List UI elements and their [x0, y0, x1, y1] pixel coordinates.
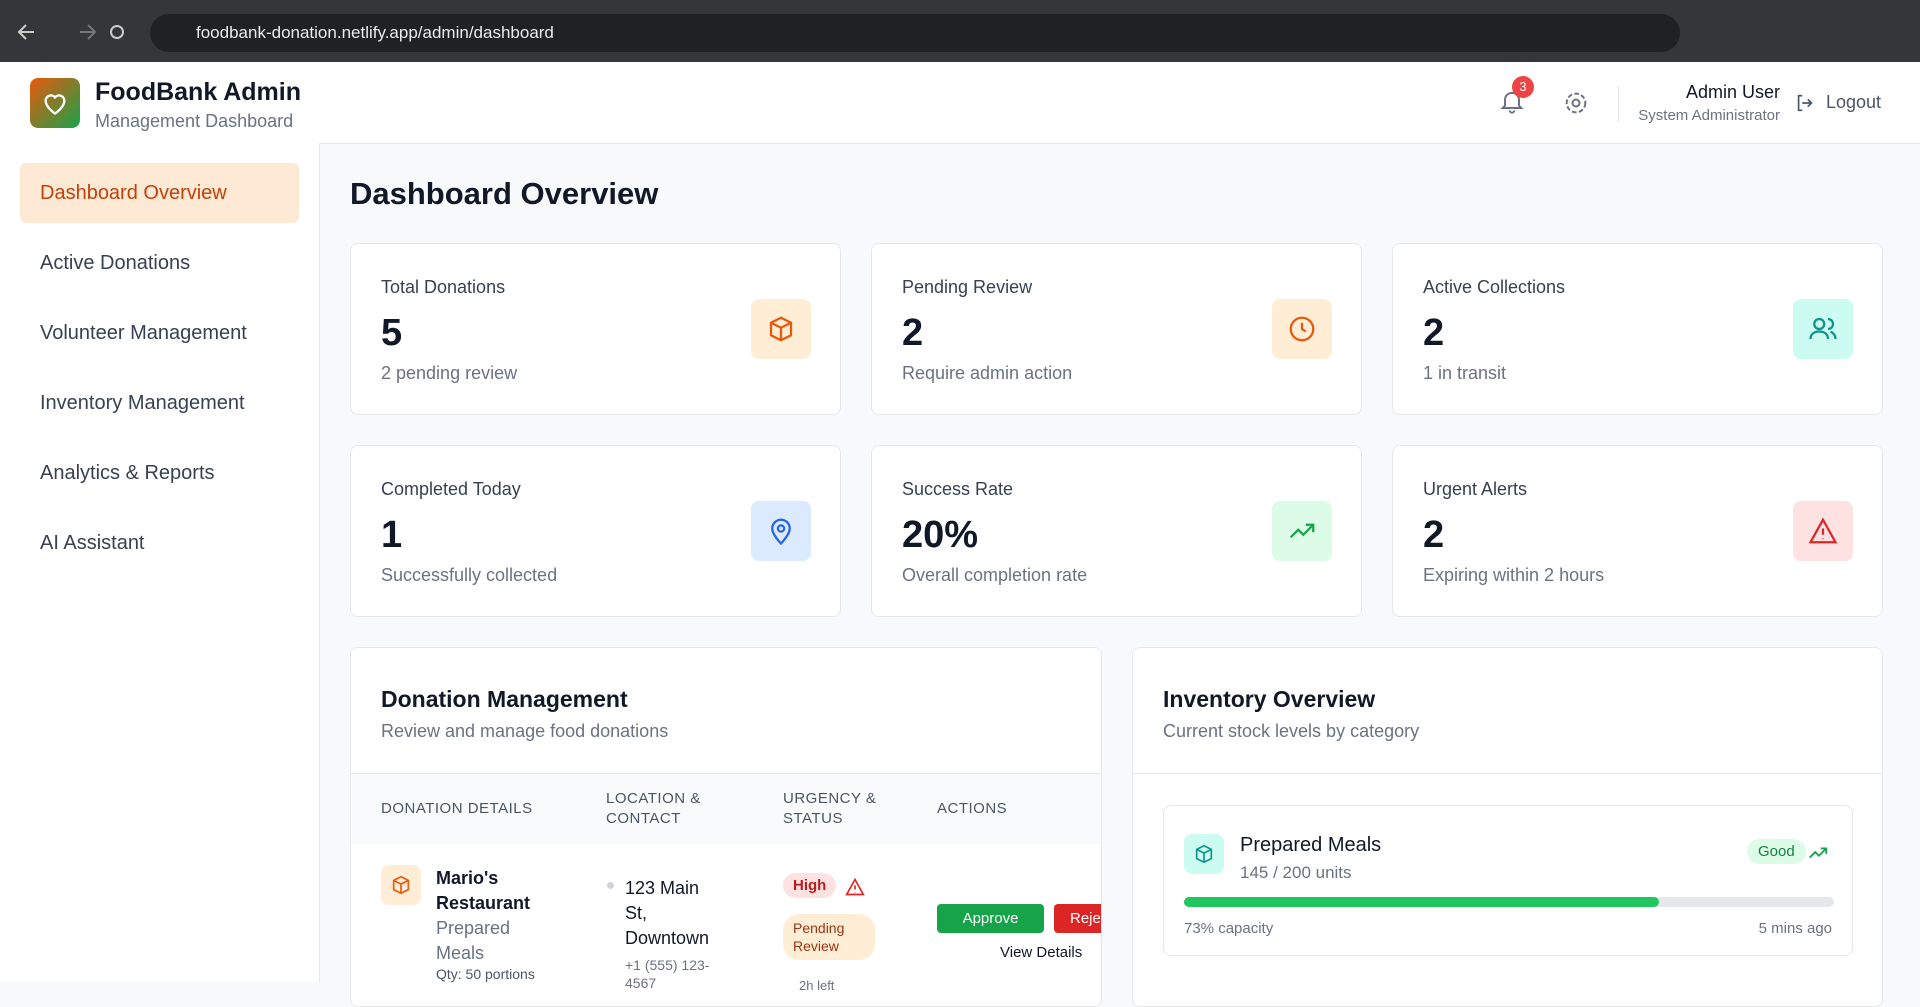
alert-icon: [845, 877, 865, 896]
url-text: foodbank-donation.netlify.app/admin/dash…: [196, 23, 554, 42]
stat-label: Success Rate: [902, 479, 1014, 499]
stat-value: 2: [902, 312, 924, 354]
stat-note: Successfully collected: [381, 565, 558, 585]
stat-icon: [1793, 501, 1853, 561]
urgency-badge: High: [783, 873, 837, 898]
stat-value: 2: [1423, 312, 1445, 354]
notification-badge: 3: [1512, 76, 1534, 98]
stat-label: Urgent Alerts: [1423, 479, 1528, 499]
stat-note: Expiring within 2 hours: [1423, 565, 1605, 585]
nav-item[interactable]: Analytics & Reports: [40, 462, 215, 484]
pin-icon: [607, 882, 614, 889]
stat-value: 2: [1423, 514, 1445, 556]
settings-icon[interactable]: [1562, 89, 1590, 117]
item-units: 145 / 200 units: [1240, 863, 1352, 882]
stat-value: 1: [381, 514, 403, 556]
stat-note: Overall completion rate: [902, 565, 1088, 585]
nav-item[interactable]: AI Assistant: [40, 532, 145, 554]
stat-icon: [751, 299, 811, 359]
divider: [1618, 86, 1619, 122]
food-item: Prepared Meals: [436, 918, 511, 963]
panel-subtitle: Current stock levels by category: [1163, 721, 1420, 741]
panel-title: Inventory Overview: [1163, 686, 1376, 712]
time-left: 2h left: [799, 978, 835, 993]
stat-card: Success Rate 20% Overall completion rate: [871, 445, 1362, 617]
page-title: Dashboard Overview: [350, 176, 659, 211]
logout-button[interactable]: Logout: [1826, 92, 1882, 112]
stat-card: Pending Review 2 Require admin action: [871, 243, 1362, 415]
inventory-panel: Inventory Overview Current stock levels …: [1132, 647, 1883, 1007]
address-bar[interactable]: foodbank-donation.netlify.app/admin/dash…: [150, 14, 1680, 52]
nav-item[interactable]: Dashboard Overview: [20, 163, 299, 223]
stat-value: 5: [381, 312, 403, 354]
updated-time: 5 mins ago: [1758, 920, 1832, 937]
capacity-bar: [1184, 897, 1659, 907]
stat-card: Completed Today 1 Successfully collected: [350, 445, 841, 617]
stat-icon: [1272, 501, 1332, 561]
stat-label: Completed Today: [381, 479, 521, 499]
column-header: Donation Details: [381, 800, 533, 817]
column-header: Urgency & Status: [783, 790, 877, 827]
stat-card: Active Collections 2 1 in transit: [1392, 243, 1883, 415]
panel-subtitle: Review and manage food donations: [381, 721, 669, 741]
app-subtitle: Management Dashboard: [95, 111, 294, 131]
stat-note: 2 pending review: [381, 363, 518, 383]
capacity-label: 73% capacity: [1184, 920, 1274, 937]
stat-label: Total Donations: [381, 277, 506, 297]
stat-note: 1 in transit: [1423, 363, 1507, 383]
stat-label: Pending Review: [902, 277, 1033, 297]
item-name: Prepared Meals: [1240, 834, 1382, 856]
phone: +1 (555) 123-4567: [625, 957, 710, 991]
stat-label: Active Collections: [1423, 277, 1566, 297]
stat-note: Require admin action: [902, 363, 1073, 383]
table-header: Donation Details Location & Contact Urge…: [351, 773, 1101, 844]
nav-item[interactable]: Active Donations: [40, 252, 191, 274]
app-title: FoodBank Admin: [95, 78, 302, 106]
stat-icon: [1272, 299, 1332, 359]
inventory-item: Prepared Meals 145 / 200 units Good 73% …: [1163, 805, 1853, 956]
logo: [30, 78, 80, 128]
stat-card: Total Donations 5 2 pending review: [350, 243, 841, 415]
donation-icon: [381, 865, 421, 905]
nav-buttons: [17, 24, 124, 40]
panel-title: Donation Management: [381, 686, 628, 712]
stat-value: 20%: [902, 514, 979, 556]
divider: [1133, 773, 1882, 774]
nav-item[interactable]: Inventory Management: [40, 392, 245, 414]
browser-bar: foodbank-donation.netlify.app/admin/dash…: [0, 0, 1920, 62]
app-header: FoodBank Admin Management Dashboard 3 Ad…: [0, 62, 1920, 144]
quantity: Qty: 50 portions: [436, 966, 535, 982]
user-name: Admin User: [1685, 82, 1780, 102]
status-badge: Pending Review: [783, 914, 875, 960]
logout-icon: [1797, 94, 1813, 112]
approve-button[interactable]: Approve: [937, 904, 1044, 933]
reject-button[interactable]: Reject: [1054, 904, 1101, 933]
status-badge: Good: [1747, 839, 1806, 864]
stat-icon: [1793, 299, 1853, 359]
nav-item[interactable]: Volunteer Management: [40, 322, 247, 344]
column-header: Actions: [937, 800, 1008, 817]
trend-icon: [1809, 847, 1828, 859]
user-role: System Administrator: [1638, 107, 1780, 124]
column-header: Location & Contact: [606, 790, 701, 827]
address: 123 Main St, Downtown: [625, 878, 710, 948]
stat-card: Urgent Alerts 2 Expiring within 2 hours: [1392, 445, 1883, 617]
sidebar: Dashboard Overview Active Donations Volunt…: [0, 143, 320, 982]
view-details-link[interactable]: View Details: [1000, 944, 1083, 961]
stat-icon: [751, 501, 811, 561]
donor-name: Mario's Restaurant: [436, 868, 531, 913]
capacity-track: [1184, 897, 1834, 907]
item-icon: [1184, 834, 1224, 874]
donation-panel: Donation Management Review and manage fo…: [350, 647, 1102, 1007]
